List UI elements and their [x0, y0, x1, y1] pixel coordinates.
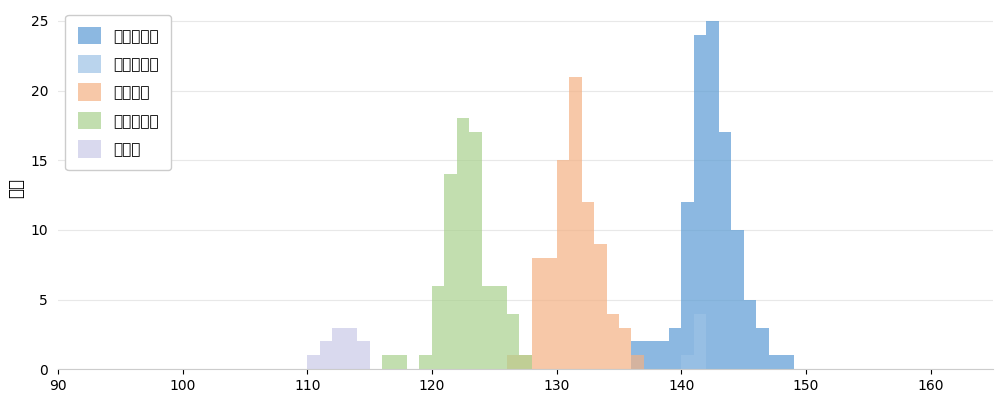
Bar: [756, 328, 769, 369]
Bar: [719, 132, 731, 369]
Bar: [544, 258, 557, 369]
Bar: [320, 342, 332, 369]
Bar: [332, 328, 345, 369]
Legend: ストレート, ツーシーム, フォーク, スライダー, カーブ: ストレート, ツーシーム, フォーク, スライダー, カーブ: [65, 14, 171, 170]
Bar: [569, 77, 582, 369]
Bar: [594, 244, 607, 369]
Bar: [557, 160, 569, 369]
Bar: [519, 355, 532, 369]
Y-axis label: 球数: 球数: [7, 178, 25, 198]
Bar: [494, 286, 507, 369]
Bar: [357, 342, 370, 369]
Bar: [631, 355, 644, 369]
Bar: [607, 314, 619, 369]
Bar: [769, 355, 781, 369]
Bar: [669, 328, 681, 369]
Bar: [382, 355, 395, 369]
Bar: [519, 355, 532, 369]
Bar: [619, 328, 631, 369]
Bar: [744, 300, 756, 369]
Bar: [395, 355, 407, 369]
Bar: [457, 118, 469, 369]
Bar: [507, 314, 519, 369]
Bar: [694, 314, 706, 369]
Bar: [532, 258, 544, 369]
Bar: [432, 286, 444, 369]
Bar: [706, 21, 719, 369]
Bar: [631, 342, 644, 369]
Bar: [681, 202, 694, 369]
Bar: [731, 230, 744, 369]
Bar: [345, 328, 357, 369]
Bar: [507, 355, 519, 369]
Bar: [419, 355, 432, 369]
Bar: [681, 355, 694, 369]
Bar: [644, 342, 656, 369]
Bar: [444, 174, 457, 369]
Bar: [307, 355, 320, 369]
Bar: [656, 342, 669, 369]
Bar: [469, 132, 482, 369]
Bar: [781, 355, 794, 369]
Bar: [582, 202, 594, 369]
Bar: [694, 35, 706, 369]
Bar: [482, 286, 494, 369]
